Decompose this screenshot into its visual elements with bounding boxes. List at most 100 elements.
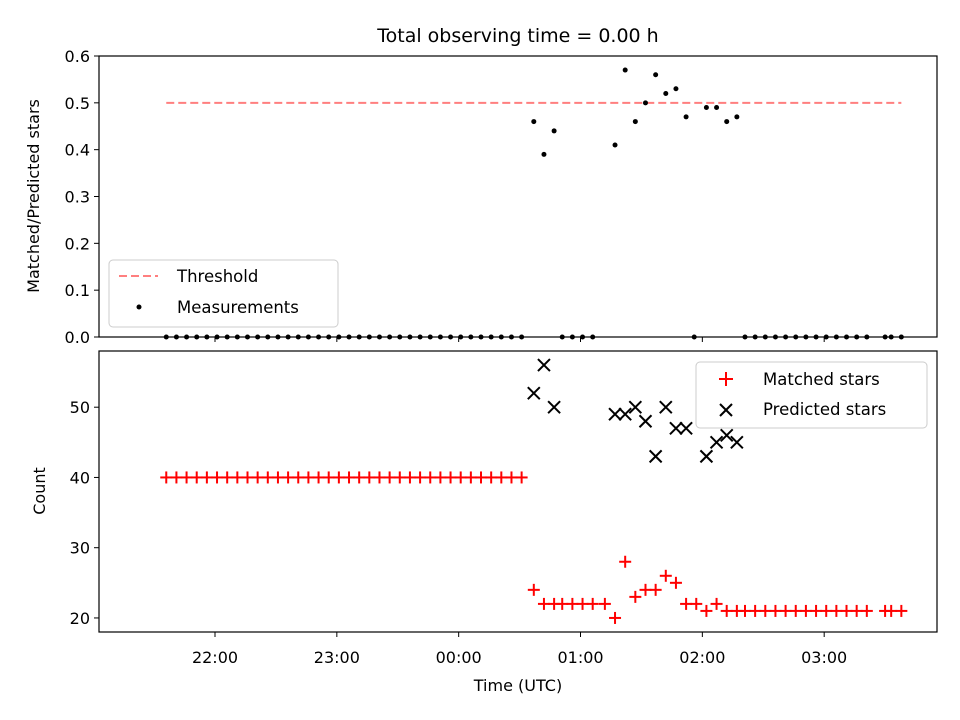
matched-stars-point	[659, 569, 672, 582]
legend-predicted-label: Predicted stars	[763, 400, 886, 419]
predicted-stars-point	[669, 421, 683, 435]
matched-stars-point	[454, 471, 467, 484]
measurement-point	[551, 128, 557, 134]
count-y-tick-label: 50	[70, 398, 90, 417]
ratio-legend-box	[108, 259, 339, 328]
x-tick-label: 22:00	[192, 648, 238, 667]
matched-stars-point	[505, 471, 518, 484]
matched-stars-point	[830, 604, 843, 617]
matched-stars-point	[669, 576, 682, 589]
x-tick-label: 01:00	[557, 648, 603, 667]
x-tick-label: 02:00	[679, 648, 725, 667]
matched-stars-point	[271, 471, 284, 484]
matched-stars-point	[649, 583, 662, 596]
count-y-tick-label: 20	[70, 609, 90, 628]
matched-stars-point	[527, 583, 540, 596]
matched-stars-point	[495, 471, 508, 484]
count-panel: Count 20 30 40 50 22:00 23:00 00:00 01:00 02:00…	[30, 350, 938, 667]
matched-stars-point	[850, 604, 863, 617]
measurement-point	[734, 114, 740, 120]
matched-stars-point	[619, 555, 632, 568]
ratio-plot-area	[163, 67, 904, 340]
legend-threshold-label: Threshold	[176, 267, 258, 286]
matched-stars-point	[444, 471, 457, 484]
ratio-y-tick-label: 0.0	[65, 328, 90, 347]
matched-stars-point	[749, 604, 762, 617]
matched-stars-point	[414, 471, 427, 484]
matched-stars-point	[170, 471, 183, 484]
matched-stars-point	[537, 597, 550, 610]
matched-stars-point	[200, 471, 213, 484]
measurement-point	[622, 67, 628, 73]
measurement-point	[612, 142, 618, 148]
matched-stars-point	[160, 471, 173, 484]
ratio-y-tick-label: 0.5	[65, 94, 90, 113]
matched-stars-point	[810, 604, 823, 617]
measurement-point	[714, 105, 720, 111]
count-axes-frame	[98, 350, 938, 633]
matched-stars-point	[598, 597, 611, 610]
matched-stars-point	[383, 471, 396, 484]
predicted-stars-point	[638, 414, 653, 428]
ratio-y-tick-label: 0.1	[65, 281, 90, 300]
measurement-point	[642, 100, 648, 106]
ratio-y-tick-label: 0.2	[65, 234, 90, 253]
matched-stars-point	[885, 604, 898, 617]
predicted-stars-point	[608, 407, 622, 421]
measurement-point	[541, 151, 547, 157]
legend-matched-marker	[719, 372, 733, 386]
measurement-point	[653, 72, 659, 78]
matched-stars-point	[373, 471, 386, 484]
count-y-ticks: 20 30 40 50	[70, 398, 99, 628]
matched-stars-point	[292, 471, 305, 484]
matched-stars-point	[403, 471, 416, 484]
x-axis-label: Time (UTC)	[473, 676, 562, 695]
matched-stars-point	[475, 471, 488, 484]
matched-stars-point	[353, 471, 366, 484]
matched-stars-point	[639, 583, 652, 596]
measurement-point	[724, 119, 730, 125]
predicted-stars-point	[679, 421, 693, 435]
matched-stars-point	[485, 471, 498, 484]
matched-stars-point	[566, 597, 579, 610]
matched-stars-point	[180, 471, 193, 484]
matched-stars-point	[241, 471, 254, 484]
matched-stars-point	[840, 604, 853, 617]
x-tick-label: 00:00	[436, 648, 482, 667]
matched-stars-point	[586, 597, 599, 610]
matched-stars-point	[221, 471, 234, 484]
matched-stars-point	[629, 590, 642, 603]
x-tick-label: 23:00	[314, 648, 360, 667]
count-y-axis-label: Count	[30, 467, 49, 515]
chart-title: Total observing time = 0.00 h	[376, 25, 658, 47]
matched-stars-point	[860, 604, 873, 617]
ratio-panel: Matched/Predicted stars 0.00.10.20.30.40…	[24, 47, 938, 347]
matched-stars-point	[769, 604, 782, 617]
matched-stars-point	[434, 471, 447, 484]
matched-stars-point	[332, 471, 345, 484]
predicted-stars-point	[648, 449, 663, 464]
predicted-stars-point	[720, 428, 734, 443]
x-tick-label: 03:00	[801, 648, 847, 667]
count-plot-area	[160, 358, 908, 624]
predicted-stars-point	[618, 407, 632, 421]
predicted-stars-point	[527, 386, 541, 400]
measurement-point	[703, 105, 709, 111]
matched-stars-point	[759, 604, 772, 617]
matched-stars-point	[609, 611, 622, 624]
matched-stars-point	[393, 471, 406, 484]
matched-stars-point	[363, 471, 376, 484]
predicted-stars-point	[628, 400, 643, 414]
legend-predicted-marker	[719, 403, 733, 417]
matched-stars-point	[789, 604, 802, 617]
legend-measurements-marker	[136, 304, 142, 310]
matched-stars-point	[251, 471, 264, 484]
matched-stars-point	[576, 597, 589, 610]
matched-stars-point	[720, 604, 733, 617]
matched-stars-point	[231, 471, 244, 484]
ratio-y-tick-label: 0.6	[65, 47, 90, 66]
matched-stars-point	[738, 604, 751, 617]
matched-stars-point	[261, 471, 274, 484]
measurement-point	[663, 90, 669, 96]
